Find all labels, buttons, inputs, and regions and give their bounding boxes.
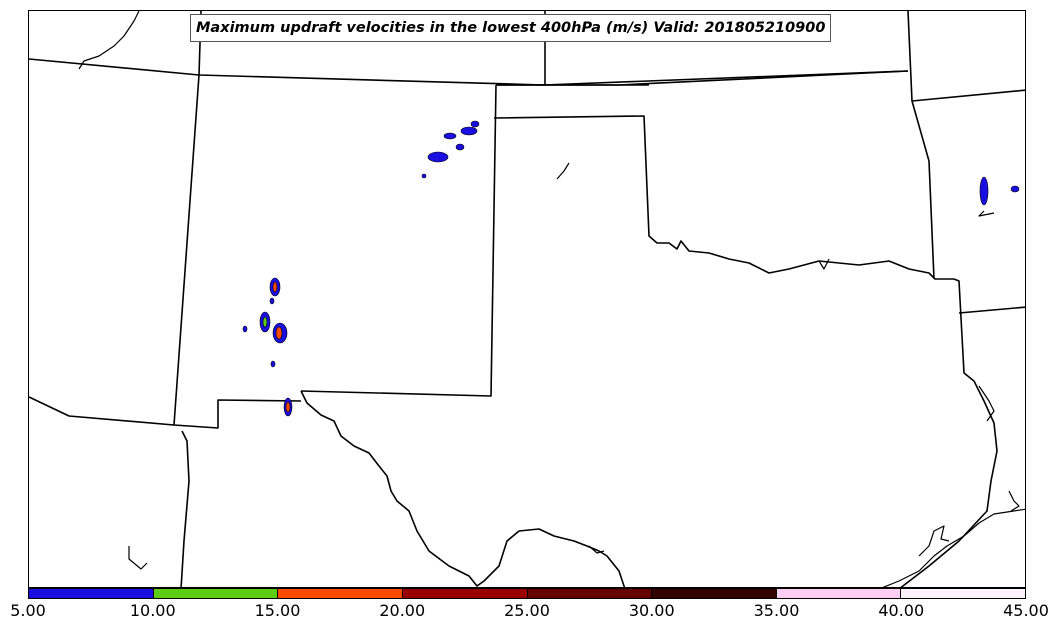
- ok-north-border: [496, 70, 909, 86]
- updraft-cell: [443, 132, 457, 140]
- nm-mexico-border: [180, 430, 190, 587]
- lakes-and-rivers: [78, 11, 995, 570]
- state-boundaries: [29, 11, 1025, 587]
- ok-east-border: [907, 11, 935, 280]
- colorbar-segment: [278, 589, 403, 598]
- updraft-cell-core: [272, 281, 278, 293]
- updraft-cell: [979, 176, 989, 206]
- colorbar-tick-label: 15.00: [254, 601, 301, 620]
- nm-east-border: [300, 84, 497, 397]
- colorbar-tick-label: 10.00: [129, 601, 176, 620]
- nm-west-border: [173, 11, 302, 429]
- colorbar-segment: [29, 589, 154, 598]
- az-mexico-border: [29, 396, 175, 426]
- colorbar-tick-label: 30.00: [628, 601, 675, 620]
- updraft-cell: [460, 126, 478, 136]
- updraft-cell: [242, 325, 248, 333]
- colorbar-tick-label: 35.00: [753, 601, 800, 620]
- colorbar-tick-label: 40.00: [878, 601, 925, 620]
- colorbar-segment: [527, 589, 653, 598]
- updraft-cell: [421, 173, 427, 179]
- colorbar-segment: [776, 589, 902, 598]
- colorbar-segment: [652, 589, 777, 598]
- updraft-cell: [455, 143, 465, 151]
- updraft-cell-core: [285, 401, 291, 413]
- colorbar-segment: [901, 589, 1025, 598]
- northern-state-line: [29, 58, 909, 86]
- colorbar-tick-label: 25.00: [504, 601, 550, 620]
- updraft-cell: [1010, 185, 1020, 193]
- tx-panhandle-east: [493, 115, 954, 280]
- ar-la-border: [958, 306, 1025, 314]
- colorbar-tick-label: 45.00: [1003, 601, 1049, 620]
- tx-la-border: [900, 278, 998, 587]
- colorbar-tick-label: 5.00: [10, 601, 46, 620]
- gulf-coastline: [882, 490, 1025, 587]
- map-canvas: [29, 11, 1025, 587]
- updraft-cell: [427, 151, 449, 163]
- updraft-cell: [269, 297, 275, 305]
- colorbar-tick-label: 20.00: [379, 601, 426, 620]
- colorbar: [28, 588, 1026, 599]
- tx-mexico-border: [300, 390, 626, 587]
- map-title: Maximum updraft velocities in the lowest…: [190, 14, 832, 42]
- updraft-contours: [242, 120, 1020, 417]
- ar-mo-border: [911, 89, 1025, 102]
- map-panel: [28, 10, 1026, 588]
- colorbar-segment: [402, 589, 528, 598]
- updraft-cell: [470, 120, 480, 128]
- updraft-cell: [270, 360, 276, 368]
- colorbar-segment: [153, 589, 279, 598]
- updraft-cell-core: [262, 316, 268, 328]
- updraft-cell-core: [275, 326, 283, 340]
